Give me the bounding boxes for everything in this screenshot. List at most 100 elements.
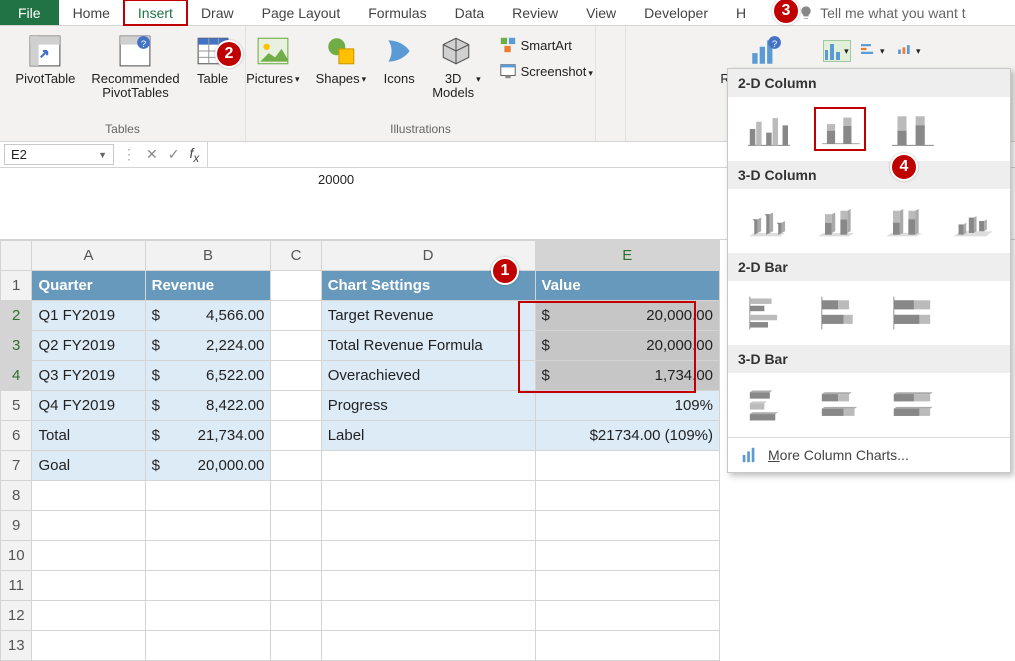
cell[interactable] <box>271 541 321 571</box>
row-header[interactable]: 4 <box>1 361 32 391</box>
pivottable-button[interactable]: PivotTable <box>9 30 81 104</box>
cell[interactable] <box>271 451 321 481</box>
cell[interactable] <box>535 631 720 661</box>
3d-stacked-column-thumb[interactable] <box>811 199 860 243</box>
cell[interactable]: $8,422.00 <box>145 391 271 421</box>
cell[interactable]: $2,224.00 <box>145 331 271 361</box>
cell[interactable] <box>321 451 535 481</box>
cell[interactable] <box>271 271 321 301</box>
cell[interactable]: $4,566.00 <box>145 301 271 331</box>
stacked-column-thumb[interactable] <box>814 107 866 151</box>
3d-stacked100-column-thumb[interactable] <box>879 199 928 243</box>
col-header[interactable]: B <box>145 241 271 271</box>
cell[interactable]: $20,000.00 <box>535 301 720 331</box>
cell[interactable] <box>321 481 535 511</box>
cell[interactable] <box>32 571 145 601</box>
cell[interactable] <box>271 361 321 391</box>
cell[interactable]: Value <box>535 271 720 301</box>
cell[interactable]: Q3 FY2019 <box>32 361 145 391</box>
cell[interactable] <box>321 631 535 661</box>
cell[interactable]: $20,000.00 <box>535 331 720 361</box>
bar-chart-button[interactable]: ▾ <box>859 40 887 62</box>
enter-formula-icon[interactable]: ✓ <box>168 146 180 163</box>
tab-help-cut[interactable]: H <box>722 0 760 25</box>
3d-clustered-column-thumb[interactable] <box>742 199 791 243</box>
cell[interactable]: Quarter <box>32 271 145 301</box>
row-header[interactable]: 3 <box>1 331 32 361</box>
cell[interactable] <box>535 511 720 541</box>
cell[interactable] <box>321 541 535 571</box>
cell[interactable] <box>271 511 321 541</box>
row-header[interactable]: 5 <box>1 391 32 421</box>
row-header[interactable]: 9 <box>1 511 32 541</box>
screenshot-button[interactable]: Screenshot▾ <box>495 60 597 82</box>
column-chart-button[interactable]: ▾ <box>823 40 851 62</box>
cell[interactable]: Total <box>32 421 145 451</box>
icons-button[interactable]: Icons <box>376 30 422 104</box>
cell[interactable] <box>535 571 720 601</box>
recommended-pivottables-button[interactable]: ? Recommended PivotTables <box>85 30 185 104</box>
row-header[interactable]: 7 <box>1 451 32 481</box>
cell[interactable]: Target Revenue <box>321 301 535 331</box>
row-header[interactable]: 13 <box>1 631 32 661</box>
tab-page-layout[interactable]: Page Layout <box>248 0 355 25</box>
row-header[interactable]: 6 <box>1 421 32 451</box>
cell[interactable]: $6,522.00 <box>145 361 271 391</box>
cell[interactable]: Goal <box>32 451 145 481</box>
cell[interactable] <box>321 571 535 601</box>
cell[interactable]: Label <box>321 421 535 451</box>
tab-file[interactable]: File <box>0 0 59 25</box>
3d-stacked100-bar-thumb[interactable] <box>886 383 938 427</box>
select-all-corner[interactable] <box>1 241 32 271</box>
tab-formulas[interactable]: Formulas <box>354 0 440 25</box>
clustered-column-thumb[interactable] <box>742 107 794 151</box>
more-column-charts-button[interactable]: More Column Charts... <box>728 438 1010 472</box>
col-header[interactable]: C <box>271 241 321 271</box>
tab-view[interactable]: View <box>572 0 630 25</box>
cell[interactable]: Total Revenue Formula <box>321 331 535 361</box>
pictures-button[interactable]: Pictures▾ <box>240 30 306 104</box>
cell[interactable] <box>271 571 321 601</box>
name-box-dropdown-icon[interactable]: ▼ <box>98 150 107 160</box>
cell[interactable]: $20,000.00 <box>145 451 271 481</box>
name-box[interactable]: E2 ▼ <box>4 144 114 165</box>
col-header[interactable]: A <box>32 241 145 271</box>
clustered-bar-thumb[interactable] <box>742 291 794 335</box>
cell[interactable] <box>271 301 321 331</box>
cell[interactable] <box>32 601 145 631</box>
cell[interactable]: Progress <box>321 391 535 421</box>
cell[interactable]: 109% <box>535 391 720 421</box>
fx-icon[interactable]: fx <box>189 145 199 165</box>
cell[interactable] <box>535 451 720 481</box>
cell[interactable]: Revenue <box>145 271 271 301</box>
cell[interactable] <box>145 481 271 511</box>
cell[interactable] <box>32 481 145 511</box>
tab-insert[interactable]: Insert <box>124 0 187 25</box>
cell[interactable] <box>271 421 321 451</box>
cell[interactable] <box>535 541 720 571</box>
cell[interactable]: Overachieved <box>321 361 535 391</box>
tab-data[interactable]: Data <box>441 0 499 25</box>
cell[interactable] <box>145 571 271 601</box>
row-header[interactable]: 8 <box>1 481 32 511</box>
tab-draw[interactable]: Draw <box>187 0 248 25</box>
cell[interactable] <box>271 631 321 661</box>
row-header[interactable]: 10 <box>1 541 32 571</box>
stacked-bar-thumb[interactable] <box>814 291 866 335</box>
stacked100-column-thumb[interactable] <box>886 107 938 151</box>
cell[interactable]: Q4 FY2019 <box>32 391 145 421</box>
cell[interactable]: Q2 FY2019 <box>32 331 145 361</box>
tab-developer[interactable]: Developer <box>630 0 722 25</box>
cell[interactable]: $21,734.00 <box>145 421 271 451</box>
cell[interactable]: Q1 FY2019 <box>32 301 145 331</box>
tell-me-search[interactable]: Tell me what you want t <box>792 0 972 25</box>
3d-column-thumb[interactable] <box>948 199 997 243</box>
cell[interactable] <box>321 601 535 631</box>
row-header[interactable]: 1 <box>1 271 32 301</box>
cell[interactable] <box>145 601 271 631</box>
cell[interactable]: $21734.00 (109%) <box>535 421 720 451</box>
cell[interactable] <box>271 601 321 631</box>
cell[interactable]: $1,734.00 <box>535 361 720 391</box>
cell[interactable] <box>32 541 145 571</box>
cell[interactable] <box>535 481 720 511</box>
